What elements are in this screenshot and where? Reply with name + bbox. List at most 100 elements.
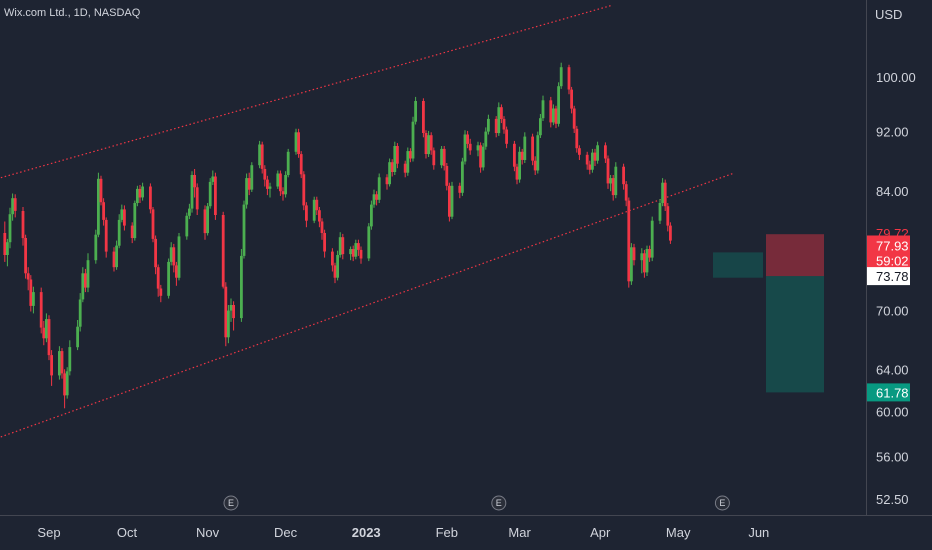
candle-body	[99, 178, 103, 203]
candle-body	[190, 175, 194, 209]
candle-body	[513, 143, 516, 167]
earnings-marker-icon[interactable]	[491, 495, 507, 511]
candle-body	[351, 249, 355, 257]
candle-body	[578, 148, 581, 155]
candle-body	[247, 178, 251, 190]
candle-body	[669, 225, 672, 241]
candle-body	[294, 132, 298, 152]
candle-body	[320, 221, 324, 233]
candle-body	[593, 152, 597, 161]
candle-body	[611, 178, 615, 196]
candle-body	[357, 243, 360, 250]
candle-body	[136, 188, 139, 203]
currency-label[interactable]: USD	[875, 7, 902, 22]
candle-body	[120, 209, 124, 220]
candle-body	[3, 233, 7, 255]
candle-body	[42, 327, 46, 339]
candle-body	[39, 292, 43, 328]
candle-body	[549, 100, 553, 123]
candle-body	[185, 215, 189, 237]
candle-body	[141, 186, 144, 198]
candle-body	[624, 184, 628, 201]
candle-body	[661, 182, 664, 203]
candle-body	[450, 185, 454, 217]
candle-body	[403, 163, 407, 173]
y-tick-label: 84.00	[876, 184, 909, 199]
candle-body	[523, 136, 527, 160]
y-tick-label: 52.50	[876, 492, 909, 507]
candle-body	[609, 178, 612, 184]
candle-body	[58, 351, 61, 376]
candle-body	[227, 310, 230, 338]
stop-level-value: 73.78	[876, 269, 909, 284]
candle-body	[390, 162, 394, 172]
candle-body	[138, 188, 142, 198]
earnings-marker-letter: E	[228, 498, 234, 508]
candle-body	[268, 186, 272, 189]
candle-body	[341, 237, 345, 255]
candle-body	[606, 158, 610, 184]
x-tick-label: Oct	[117, 525, 138, 540]
candle-body	[336, 255, 339, 278]
candle-body	[60, 351, 64, 374]
chart-title: Wix.com Ltd., 1D, NASDAQ	[4, 7, 141, 19]
candle-body	[13, 198, 17, 211]
candle-body	[648, 249, 651, 258]
y-tick-label: 60.00	[876, 405, 909, 420]
candle-body	[494, 118, 498, 133]
candle-body	[156, 267, 160, 289]
candle-body	[154, 238, 157, 268]
candle-body	[203, 209, 207, 234]
candle-body	[258, 144, 261, 166]
x-tick-label: Jun	[748, 525, 769, 540]
position-entry-zone[interactable]	[713, 252, 763, 278]
candle-body	[411, 121, 415, 159]
candle-body	[520, 151, 524, 160]
candle-body	[393, 146, 397, 172]
candle-body	[500, 107, 503, 119]
candle-body	[531, 136, 534, 161]
candle-body	[102, 202, 105, 220]
candle-body	[666, 206, 670, 226]
position-stop-zone[interactable]	[766, 234, 824, 277]
candle-body	[250, 165, 254, 190]
candle-body	[596, 145, 599, 161]
candle-body	[206, 206, 209, 234]
candle-body	[68, 347, 72, 372]
candle-body	[614, 166, 618, 196]
candle-body	[557, 86, 560, 124]
candle-body	[84, 273, 87, 288]
candle-body	[318, 210, 321, 222]
candle-body	[658, 203, 662, 221]
candle-body	[632, 247, 636, 261]
candle-body	[81, 273, 85, 300]
candle-body	[414, 101, 417, 122]
candle-body	[193, 175, 196, 188]
candle-body	[627, 200, 631, 282]
candle-body	[359, 249, 363, 259]
candle-body	[385, 177, 389, 185]
candle-body	[458, 185, 462, 193]
candle-body	[29, 279, 33, 306]
target-level-value: 61.78	[876, 385, 909, 400]
candle-body	[552, 108, 555, 123]
candle-body	[432, 150, 436, 166]
candle-body	[240, 255, 243, 319]
position-target-zone[interactable]	[766, 276, 824, 393]
candle-body	[505, 129, 508, 144]
earnings-marker-icon[interactable]	[714, 495, 730, 511]
y-tick-label: 100.00	[876, 70, 916, 85]
candle-body	[497, 107, 501, 134]
earnings-marker-icon[interactable]	[223, 495, 239, 511]
candle-body	[281, 191, 285, 195]
candle-body	[424, 133, 428, 154]
earnings-marker-letter: E	[719, 498, 725, 508]
candle-body	[559, 67, 563, 87]
candle-body	[396, 146, 399, 164]
candle-body	[130, 225, 134, 238]
candle-body	[284, 175, 287, 195]
candle-body	[466, 134, 469, 144]
candle-body	[86, 260, 90, 288]
candle-body	[338, 237, 342, 255]
